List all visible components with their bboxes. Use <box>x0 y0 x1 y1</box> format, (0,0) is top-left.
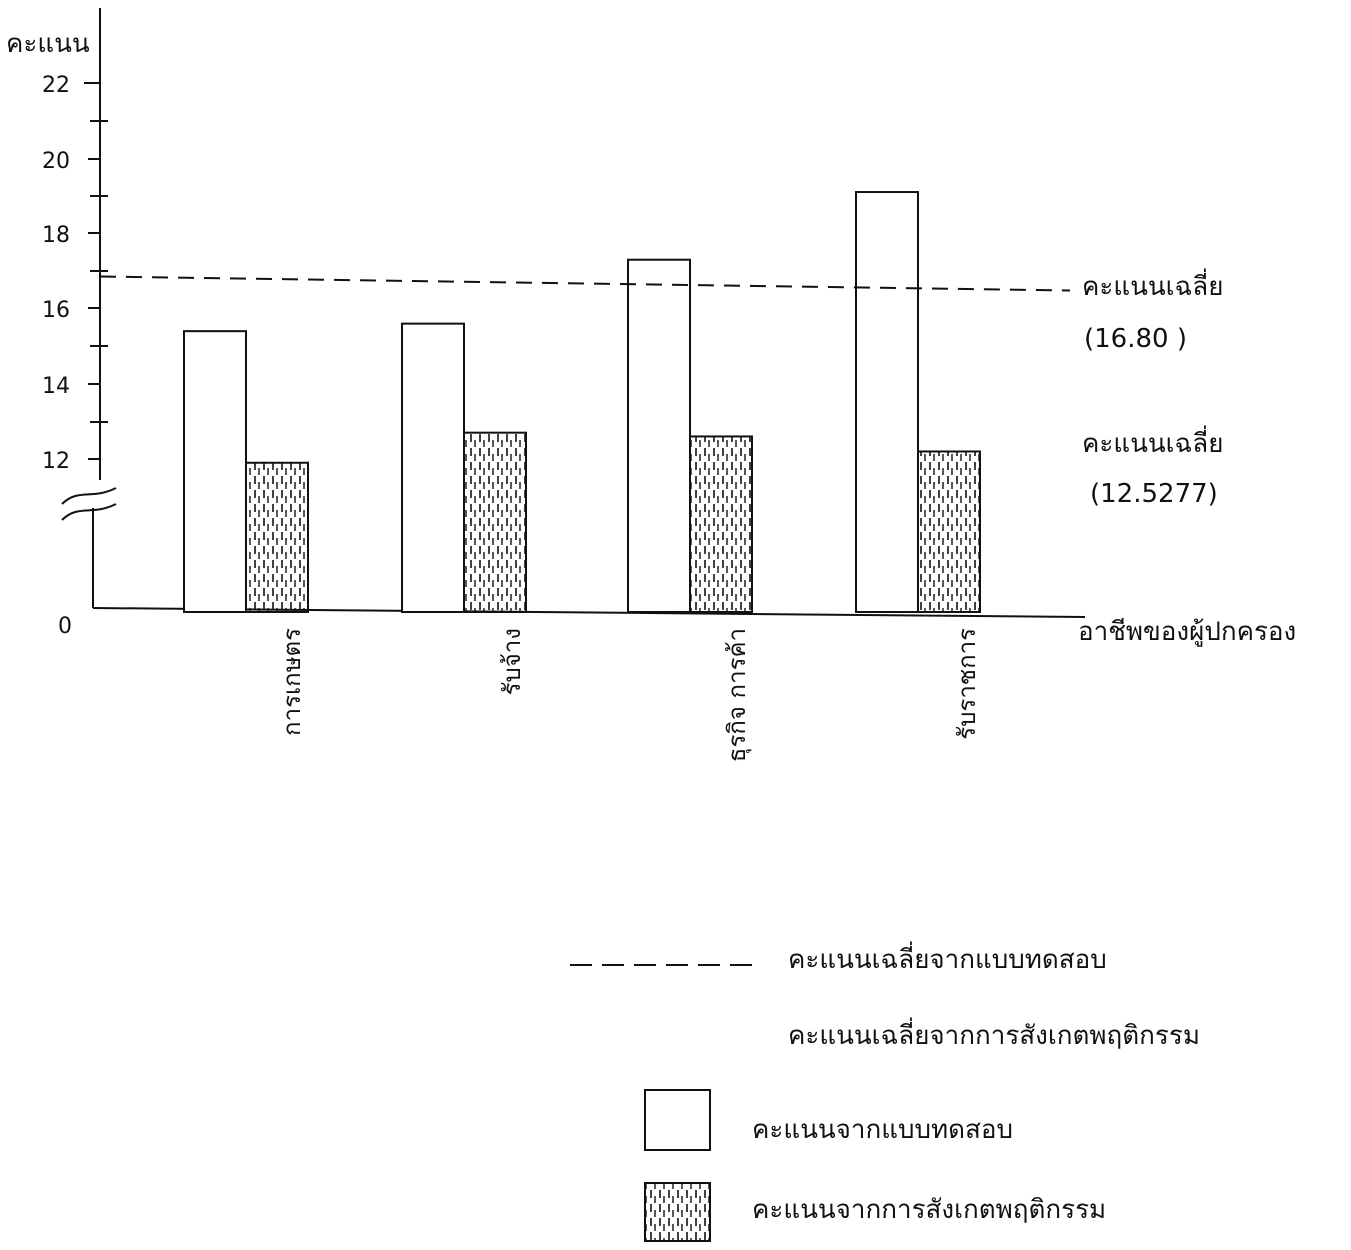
y-tick-label: 22 <box>42 73 70 98</box>
y-tick-label: 16 <box>42 298 70 323</box>
y-tick-label: 14 <box>42 374 70 399</box>
bar-observation-score <box>689 435 753 613</box>
category-label: ธุรกิจ การค้า <box>723 628 752 762</box>
legend-hatched-box-label: คะแนนจากการสังเกตพฤติกรรม <box>752 1195 1106 1225</box>
y-axis-label: คะแนน <box>6 29 90 59</box>
legend-plain-box-label: คะแนนจากแบบทดสอบ <box>752 1115 1013 1145</box>
legend-dash-line-label: คะแนนเฉลี่ยจากแบบทดสอบ <box>788 941 1107 975</box>
bar-test-score <box>855 191 919 613</box>
category-label: รับจ้าง <box>498 628 526 695</box>
axis-break-icon <box>61 487 117 521</box>
average-observe-label: คะแนนเฉลี่ย <box>1082 425 1223 459</box>
x-axis-label: อาชีพของผู้ปกครอง <box>1078 617 1296 647</box>
legend: คะแนนเฉลี่ยจากแบบทดสอบ คะแนนเฉลี่ยจากการ… <box>570 941 1200 1242</box>
category-label: รับราชการ <box>953 628 981 740</box>
y-tick-label: 18 <box>42 223 70 248</box>
bar-observation-score <box>245 461 309 614</box>
y-tick-label: 12 <box>42 449 70 474</box>
legend-plain-line-label: คะแนนเฉลี่ยจากการสังเกตพฤติกรรม <box>788 1017 1200 1051</box>
bar-test-score <box>183 330 247 613</box>
bar-test-score <box>401 322 465 613</box>
y-tick-label: 20 <box>42 149 70 174</box>
category-label: การเกษตร <box>278 628 306 736</box>
average-test-value: (16.80 ) <box>1084 324 1187 354</box>
average-reference-line <box>99 275 1071 292</box>
average-test-label: คะแนนเฉลี่ย <box>1082 268 1223 302</box>
legend-plain-box-icon <box>644 1089 711 1151</box>
bar-observation-score <box>917 450 981 614</box>
legend-hatched-box-icon <box>644 1182 711 1242</box>
bar-test-score <box>627 258 691 613</box>
y-tick-label: 0 <box>58 614 72 639</box>
bar-observation-score <box>463 431 527 613</box>
average-observe-value: (12.5277) <box>1090 479 1218 509</box>
